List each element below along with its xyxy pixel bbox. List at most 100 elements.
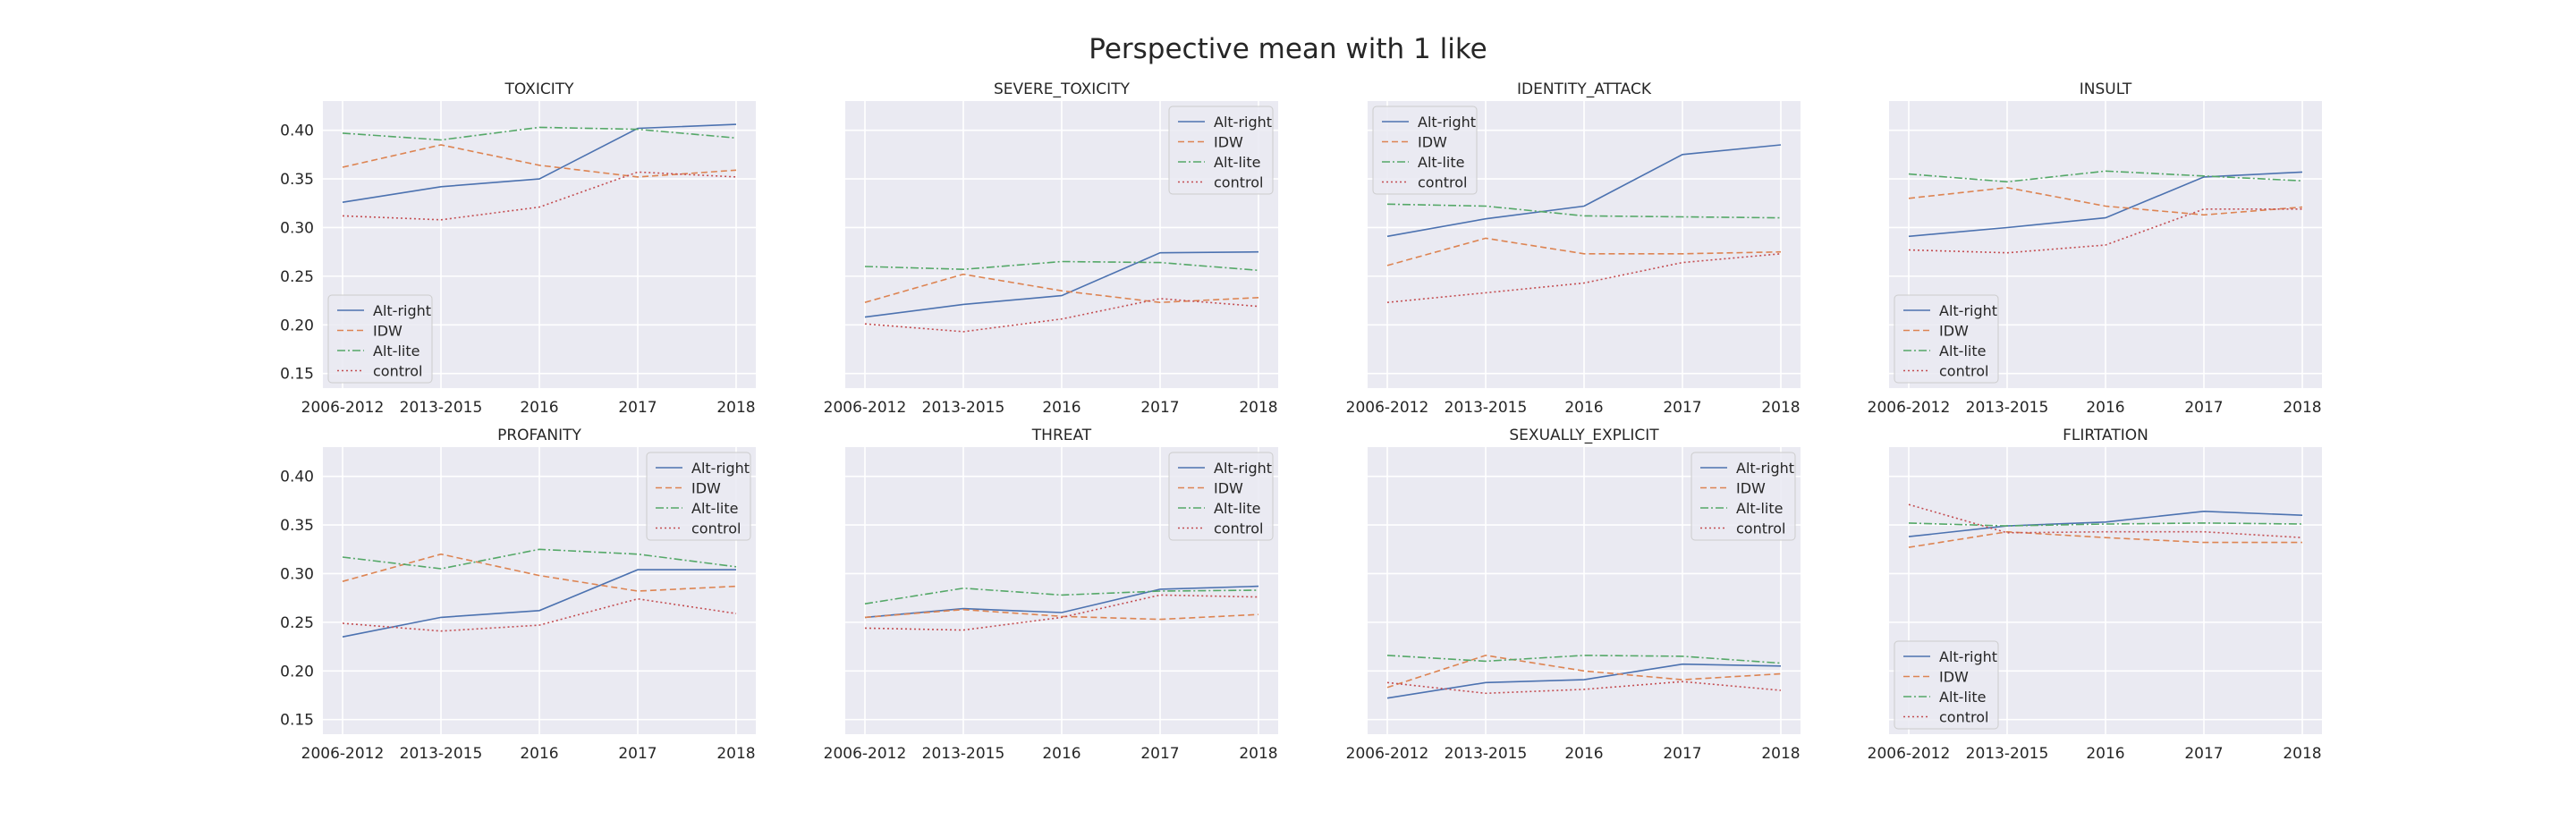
subplot-profanity: 0.15 0.20 0.25 0.30 0.35 0.40 2006-2012 2013-20… — [280, 427, 756, 763]
x-tick-label: 2016 — [520, 745, 558, 763]
subplot-title: TOXICITY — [504, 80, 575, 98]
x-tick-label: 2017 — [2184, 399, 2223, 417]
x-tick-label: 2006-2012 — [824, 745, 907, 763]
x-tick-label: 2017 — [2184, 745, 2223, 763]
x-tick-label: 2013-2015 — [922, 399, 1005, 417]
series-line-alt-lite — [1386, 203, 1782, 219]
subplot-toxicity: 0.15 0.20 0.25 0.30 0.35 0.40 2006-2012 2013-20… — [280, 80, 756, 417]
x-tick-label: 2006-2012 — [1346, 399, 1429, 417]
subplot-title: SEXUALLY_EXPLICIT — [1509, 427, 1659, 444]
x-tick-label: 2013-2015 — [1966, 745, 2049, 763]
x-tick-label: 2016 — [2086, 399, 2124, 417]
series-line-idw — [342, 144, 737, 178]
legend-label: Alt-right — [1939, 302, 1997, 319]
x-tick-label: 2006-2012 — [824, 399, 907, 417]
legend-label: Alt-lite — [1214, 154, 1260, 171]
y-tick-label: 0.40 — [280, 469, 314, 486]
legend-label: Alt-lite — [691, 500, 738, 517]
legend-label: control — [1418, 174, 1467, 191]
legend-label: control — [1939, 709, 1988, 726]
series-line-idw — [1386, 237, 1782, 266]
legend-frame — [646, 452, 751, 541]
x-tick-label: 2006-2012 — [301, 745, 385, 763]
series-line-control — [1908, 503, 2303, 538]
x-tick-label: 2013-2015 — [1445, 745, 1528, 763]
legend-label: Alt-lite — [373, 342, 419, 359]
x-tick-label: 2018 — [716, 399, 755, 417]
series-line-idw — [1908, 186, 2303, 216]
legend-label: Alt-lite — [1214, 500, 1260, 517]
legend-label: Alt-lite — [1418, 154, 1464, 171]
x-tick-label: 2013-2015 — [1966, 399, 2049, 417]
x-tick-label: 2006-2012 — [1868, 399, 1951, 417]
y-tick-label: 0.30 — [280, 565, 314, 583]
series-line-alt-right — [864, 250, 1259, 318]
legend-label: Alt-right — [1939, 648, 1997, 665]
series-line-alt-lite — [864, 587, 1259, 604]
x-tick-label: 2013-2015 — [400, 399, 483, 417]
legend-label: Alt-right — [1736, 460, 1794, 477]
x-tick-label: 2017 — [1140, 399, 1179, 417]
x-tick-label: 2006-2012 — [1346, 745, 1429, 763]
legend-label: control — [373, 363, 422, 380]
subplot-title: PROFANITY — [497, 427, 581, 444]
series-line-alt-lite — [864, 260, 1259, 272]
series-line-alt-right — [1908, 510, 2303, 537]
x-tick-label: 2013-2015 — [1445, 399, 1528, 417]
legend-label: Alt-right — [1214, 114, 1272, 131]
x-tick-label: 2018 — [1239, 745, 1277, 763]
x-tick-label: 2017 — [1663, 399, 1701, 417]
series-line-alt-lite — [1908, 522, 2303, 527]
x-tick-label: 2018 — [716, 745, 755, 763]
series-line-idw — [342, 553, 737, 592]
series-line-alt-right — [1386, 663, 1782, 699]
series-line-control — [342, 171, 737, 221]
x-tick-label: 2018 — [2283, 399, 2321, 417]
subplot-grid: 0.15 0.20 0.25 0.30 0.35 0.40 2006-2012 2013-20… — [280, 80, 2322, 763]
x-tick-label: 2016 — [1042, 745, 1080, 763]
x-tick-label: 2017 — [1140, 745, 1179, 763]
legend: Alt-right IDW Alt-lite control — [1894, 294, 1999, 384]
series-line-control — [1908, 208, 2302, 254]
series-line-alt-right — [864, 585, 1259, 619]
subplot-title: INSULT — [2080, 80, 2132, 98]
legend-label: IDW — [1736, 480, 1766, 497]
legend-frame — [1168, 106, 1274, 195]
series-line-alt-lite — [1908, 170, 2303, 183]
legend-label: Alt-right — [373, 302, 431, 319]
x-tick-label: 2018 — [1761, 745, 1800, 763]
legend-frame — [327, 294, 433, 384]
legend-label: Alt-right — [1214, 460, 1272, 477]
series-line-alt-right — [1386, 144, 1782, 238]
series-line-alt-lite — [1386, 655, 1782, 664]
subplot-threat: 2006-2012 2013-2015 2016 2017 2018 THREAT Alt-… — [824, 427, 1278, 763]
y-tick-label: 0.40 — [280, 123, 314, 140]
legend-label: control — [1736, 520, 1785, 537]
legend-label: Alt-lite — [1736, 500, 1783, 517]
legend-frame — [1690, 452, 1796, 541]
x-tick-label: 2016 — [520, 399, 558, 417]
series-line-control — [342, 597, 737, 632]
series-line-alt-right — [342, 569, 736, 638]
series-line-control — [1386, 681, 1782, 695]
x-tick-label: 2017 — [1663, 745, 1701, 763]
legend: Alt-right IDW Alt-lite control — [1168, 452, 1274, 541]
legend-label: IDW — [1939, 669, 1969, 686]
y-tick-label: 0.15 — [280, 366, 314, 384]
y-tick-label: 0.35 — [280, 517, 314, 535]
x-tick-label: 2018 — [2283, 745, 2321, 763]
legend-label: control — [691, 520, 741, 537]
series-line-control — [864, 298, 1259, 333]
legend-label: Alt-right — [691, 460, 750, 477]
subplot-title: FLIRTATION — [2063, 427, 2148, 444]
y-tick-label: 0.20 — [280, 663, 314, 681]
x-tick-label: 2018 — [1761, 399, 1800, 417]
x-tick-label: 2017 — [618, 399, 657, 417]
series-line-idw — [864, 273, 1259, 304]
legend-label: Alt-lite — [1939, 342, 1986, 359]
y-tick-label: 0.30 — [280, 219, 314, 237]
series-line-idw — [1386, 655, 1782, 689]
series-line-idw — [1908, 530, 2302, 548]
x-tick-label: 2017 — [618, 745, 657, 763]
